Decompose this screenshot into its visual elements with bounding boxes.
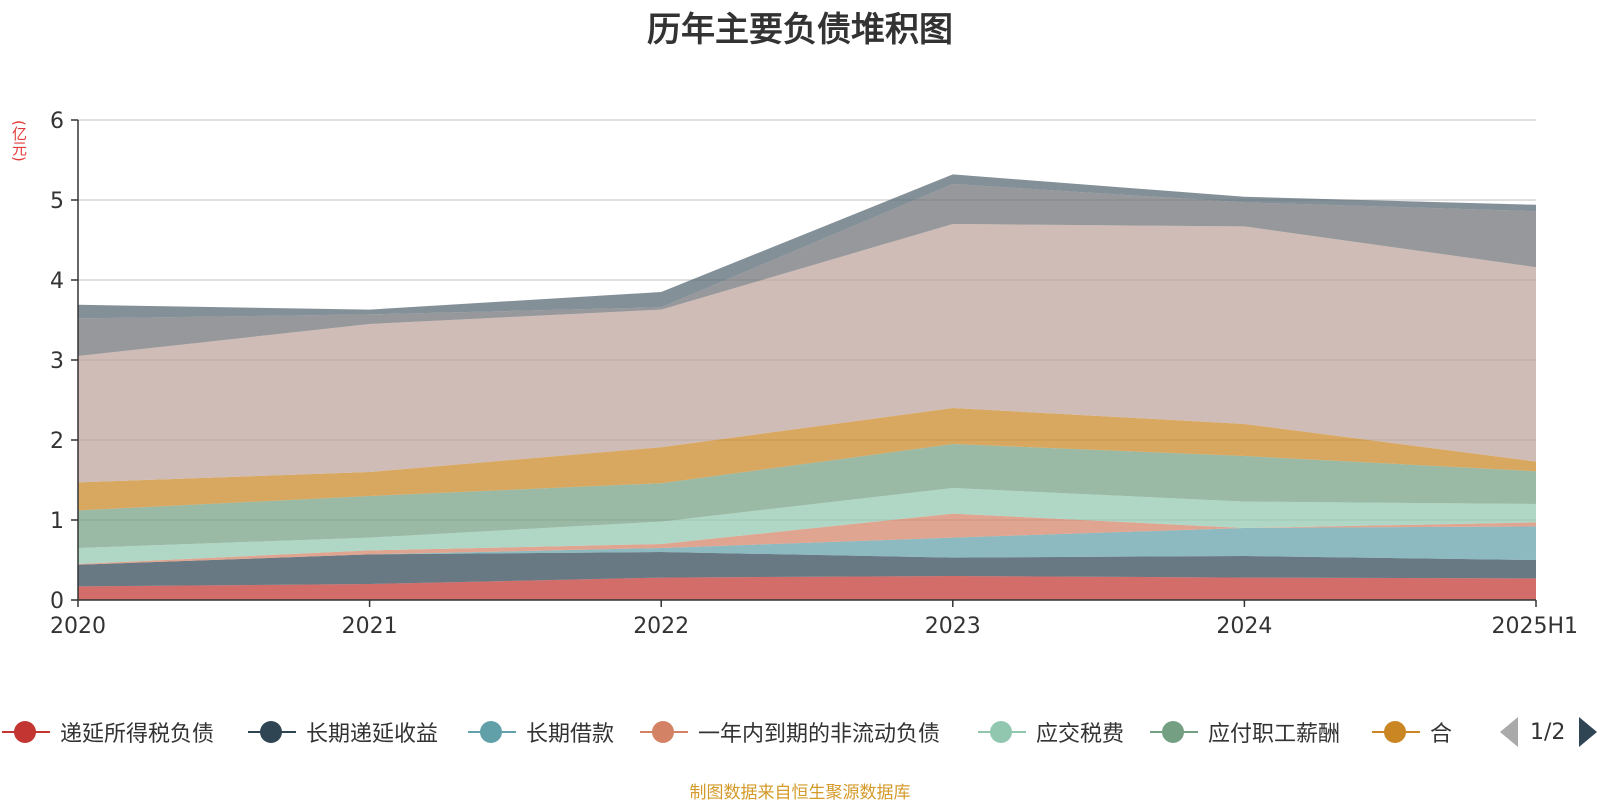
legend-label: 合 (1430, 722, 1453, 747)
legend-item-deferred-tax-liabilities[interactable]: 递延所得税负债 (0, 712, 214, 752)
area-series-0 (78, 576, 1536, 600)
legend-page-indicator: 1/2 (1530, 719, 1566, 745)
y-tick-label: 0 (50, 589, 64, 614)
legend-next-page-arrow-icon[interactable] (1579, 717, 1598, 747)
area-series-5 (78, 444, 1536, 548)
y-tick-label: 2 (50, 429, 64, 454)
legend-label: 一年内到期的非流动负债 (698, 722, 941, 747)
x-tick-label: 2023 (925, 614, 981, 639)
legend-swatch (976, 712, 1028, 752)
y-tick-label: 3 (50, 349, 64, 374)
chart-legend: 递延所得税负债 长期递延收益 长期借款 一年内到期的非流动负债 应交税费 应付职… (0, 712, 1600, 752)
legend-swatch (0, 712, 52, 752)
legend-item-current-portion-noncurrent-liabilities[interactable]: 一年内到期的非流动负债 (638, 712, 940, 752)
legend-swatch (466, 712, 518, 752)
legend-prev-page-arrow-icon[interactable] (1500, 717, 1518, 747)
y-tick-label: 5 (50, 189, 64, 214)
legend-swatch (1370, 712, 1422, 752)
area-series-7 (78, 224, 1536, 483)
legend-label: 长期递延收益 (306, 722, 439, 747)
y-tick-label: 4 (50, 269, 64, 294)
legend-label: 应付职工薪酬 (1208, 722, 1341, 747)
data-source-note: 制图数据来自恒生聚源数据库 (689, 783, 911, 803)
legend-pager: 1/2 (1500, 712, 1598, 752)
chart-title: 历年主要负债堆积图 (647, 10, 953, 50)
legend-label: 应交税费 (1036, 722, 1125, 747)
legend-swatch (1148, 712, 1200, 752)
x-tick-label: 2021 (342, 614, 398, 639)
legend-swatch (638, 712, 690, 752)
area-series-6 (78, 408, 1536, 511)
area-series-1 (78, 552, 1536, 587)
x-tick-label: 2020 (50, 614, 106, 639)
x-tick-label: 2024 (1216, 614, 1272, 639)
y-tick-label: 1 (50, 509, 64, 534)
area-series-4 (78, 488, 1536, 564)
area-series-2 (78, 526, 1536, 565)
legend-label: 递延所得税负债 (60, 722, 215, 747)
x-tick-label: 2025H1 (1491, 614, 1578, 639)
legend-label: 长期借款 (526, 722, 615, 747)
legend-item-taxes-payable[interactable]: 应交税费 (976, 712, 1124, 752)
legend-swatch (246, 712, 298, 752)
area-series-8 (78, 184, 1536, 356)
legend-item-long-term-borrowings[interactable]: 长期借款 (466, 712, 614, 752)
x-tick-label: 2022 (633, 614, 689, 639)
legend-item-contract-liabilities[interactable]: 合 (1370, 712, 1452, 752)
stacked-area-chart: 0 1 2 3 4 5 6 2020 2021 2022 2023 2024 2025H1 (50, 109, 1578, 639)
legend-item-employee-compensation-payable[interactable]: 应付职工薪酬 (1148, 712, 1340, 752)
legend-item-long-term-deferred-income[interactable]: 长期递延收益 (246, 712, 438, 752)
y-tick-label: 6 (50, 109, 64, 134)
y-axis-unit-label: (亿元) (10, 120, 28, 162)
area-series-3 (78, 513, 1536, 565)
